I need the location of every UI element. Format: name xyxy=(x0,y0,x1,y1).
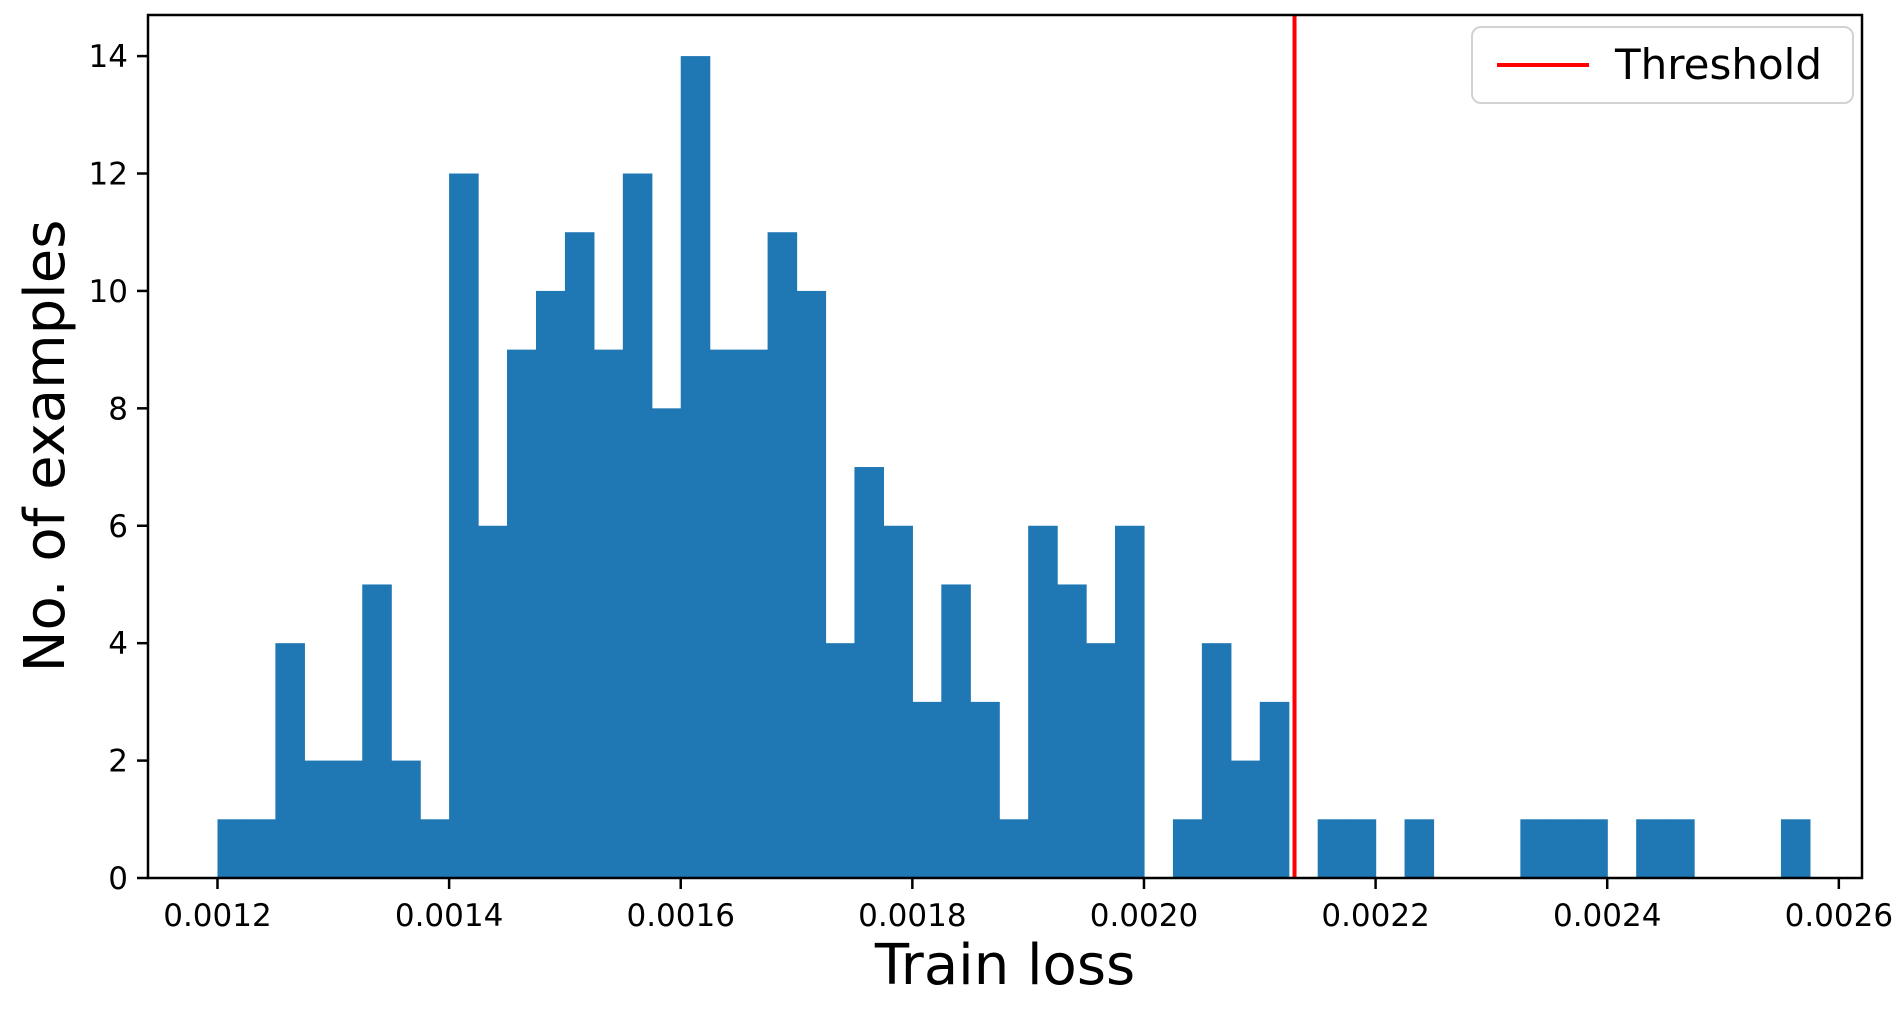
y-tick-label: 4 xyxy=(108,626,128,662)
histogram-bar xyxy=(593,349,624,878)
histogram-bar xyxy=(1259,701,1290,878)
histogram-bar xyxy=(478,525,508,878)
y-tick-label: 6 xyxy=(108,509,128,545)
y-tick-label: 8 xyxy=(108,391,128,427)
x-tick-label: 0.0024 xyxy=(1553,898,1661,934)
y-axis-label: No. of examples xyxy=(13,219,78,673)
threshold-line-icon xyxy=(1497,63,1589,67)
legend: Threshold xyxy=(1471,26,1854,104)
x-tick-label: 0.0016 xyxy=(626,898,734,934)
histogram-bar xyxy=(362,584,392,878)
histogram-bar xyxy=(333,760,363,878)
histogram-bar xyxy=(1346,819,1377,878)
histogram-bar xyxy=(1404,819,1435,878)
plot-border xyxy=(146,13,1864,880)
x-axis-label: Train loss xyxy=(874,933,1136,998)
y-tick-label: 2 xyxy=(108,744,128,780)
histogram-bar xyxy=(651,408,682,878)
histogram-bar xyxy=(1057,584,1087,878)
legend-threshold-label: Threshold xyxy=(1615,40,1822,89)
histogram-bar xyxy=(275,643,305,878)
histogram-bar xyxy=(854,467,884,878)
histogram-bar xyxy=(796,290,827,878)
histogram-bar xyxy=(1172,819,1203,878)
histogram-bar xyxy=(883,525,913,878)
y-tick-label: 14 xyxy=(89,39,128,75)
histogram-bar xyxy=(564,232,595,879)
histogram-bar xyxy=(449,173,479,879)
histogram-bar xyxy=(912,701,942,878)
histogram-bar xyxy=(1115,525,1145,878)
histogram-bar xyxy=(709,349,740,878)
x-tick-label: 0.0018 xyxy=(858,898,966,934)
y-tick-label: 0 xyxy=(108,861,128,897)
histogram-bar xyxy=(941,584,971,878)
histogram-bar xyxy=(304,760,334,878)
histogram-bar xyxy=(1780,819,1811,878)
histogram-bar xyxy=(1549,819,1579,878)
histogram-bar xyxy=(970,701,1000,878)
x-tick-label: 0.0022 xyxy=(1321,898,1429,934)
histogram-bar xyxy=(535,290,566,878)
histogram-bar xyxy=(1086,643,1116,878)
histogram-bar xyxy=(825,643,856,878)
histogram-bar xyxy=(217,819,248,878)
x-tick-label: 0.0014 xyxy=(395,898,503,934)
histogram-bar xyxy=(680,56,711,879)
histogram-bar xyxy=(738,349,769,878)
histogram-bar xyxy=(999,819,1029,878)
histogram-bar xyxy=(1520,819,1550,878)
histogram-bar xyxy=(1636,819,1666,878)
histogram-bar xyxy=(1578,819,1608,878)
histogram-bar xyxy=(767,232,798,879)
histogram-bar xyxy=(1201,643,1232,878)
histogram-bar xyxy=(391,760,421,878)
histogram-bar xyxy=(1317,819,1348,878)
x-tick-label: 0.0026 xyxy=(1785,898,1892,934)
x-tick-label: 0.0020 xyxy=(1090,898,1198,934)
histogram-bar xyxy=(622,173,653,879)
histogram-bar xyxy=(1230,760,1261,878)
histogram-bar xyxy=(246,819,276,878)
histogram-bar xyxy=(1665,819,1695,878)
y-tick-label: 10 xyxy=(89,274,128,310)
y-tick-label: 12 xyxy=(89,157,128,193)
histogram-bar xyxy=(1028,525,1058,878)
x-tick-label: 0.0012 xyxy=(163,898,271,934)
histogram-bar xyxy=(507,349,537,878)
histogram-bar xyxy=(420,819,450,878)
